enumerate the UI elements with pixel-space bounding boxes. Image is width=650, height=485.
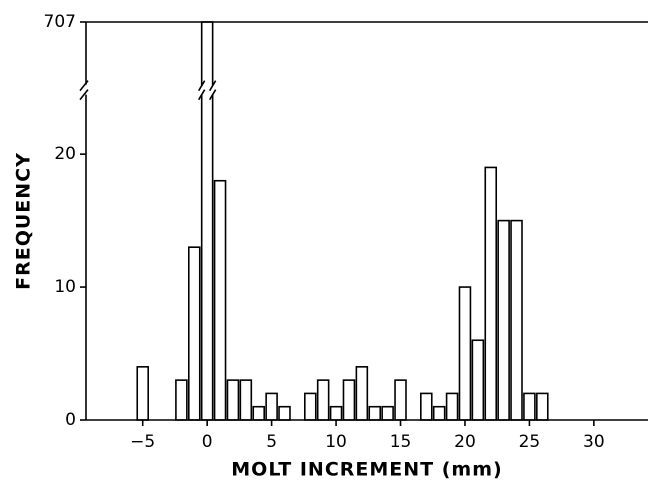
bar <box>304 392 317 421</box>
bar <box>316 379 330 421</box>
bar <box>278 405 291 421</box>
x-tick-label: 15 <box>390 432 412 452</box>
bar <box>265 392 278 421</box>
bar <box>329 405 343 421</box>
bar <box>239 379 253 421</box>
y-tick-label: 10 <box>54 277 76 297</box>
break-mark <box>208 80 217 92</box>
bar <box>252 405 266 421</box>
bar <box>213 179 227 421</box>
bar <box>381 405 394 421</box>
x-tick-label: 25 <box>519 432 541 452</box>
bar <box>187 246 201 421</box>
bar <box>510 219 523 421</box>
break-mark <box>208 89 217 101</box>
x-tick-label: −5 <box>130 432 155 452</box>
bar <box>497 219 510 421</box>
bar <box>175 379 188 421</box>
bar <box>420 392 433 421</box>
bar <box>458 286 472 421</box>
bar <box>368 405 382 421</box>
bar <box>432 405 446 421</box>
x-tick-label: 20 <box>454 432 476 452</box>
x-tick-label: 30 <box>583 432 605 452</box>
y-tick-label: 707 <box>44 12 76 32</box>
y-axis-label: FREQUENCY <box>13 152 35 290</box>
axis-break <box>79 80 89 92</box>
break-mark <box>198 89 206 101</box>
bar <box>136 366 149 421</box>
x-tick-label: 0 <box>202 432 213 452</box>
bar <box>523 392 536 421</box>
bar <box>471 339 485 421</box>
bar <box>445 392 459 421</box>
bar <box>394 379 407 421</box>
x-tick-label: 5 <box>266 432 277 452</box>
bar <box>226 379 240 421</box>
bar <box>342 379 356 421</box>
y-tick-label: 20 <box>54 144 76 164</box>
x-tick-label: 10 <box>325 432 347 452</box>
bar <box>355 366 369 421</box>
bar <box>484 166 498 421</box>
break-gap <box>198 85 216 95</box>
axis-break <box>79 89 89 101</box>
break-mark <box>198 80 206 92</box>
x-axis-label: MOLT INCREMENT (mm) <box>231 459 502 481</box>
y-tick-label: 0 <box>65 410 76 430</box>
bar <box>536 392 549 421</box>
